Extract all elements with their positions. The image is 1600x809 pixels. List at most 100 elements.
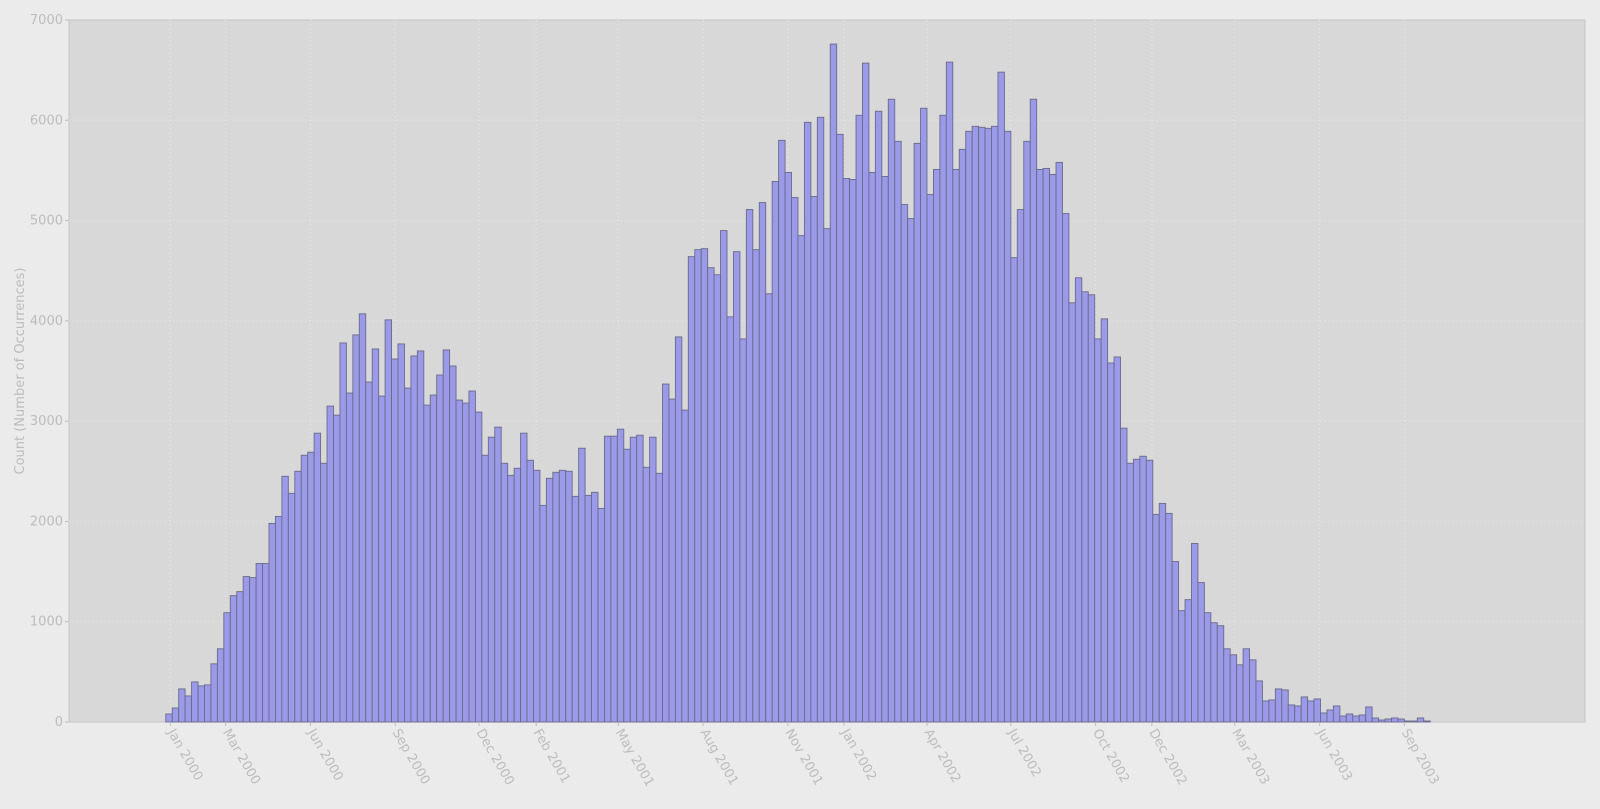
- histogram-bar: [462, 402, 470, 723]
- histogram-bar: [926, 194, 934, 723]
- histogram-bar: [674, 336, 683, 723]
- histogram-bar: [874, 110, 883, 723]
- histogram-bar: [978, 126, 986, 723]
- histogram-bar: [242, 576, 251, 723]
- histogram-bar: [623, 448, 631, 723]
- histogram-bar: [326, 405, 334, 723]
- histogram-bar: [1158, 502, 1167, 723]
- histogram-bar: [423, 404, 431, 723]
- histogram-bar: [1268, 699, 1276, 723]
- histogram-bar: [1223, 648, 1231, 723]
- histogram-bar: [887, 98, 896, 723]
- histogram-bar: [210, 663, 218, 723]
- histogram-bar: [571, 495, 580, 723]
- histogram-bar: [771, 181, 780, 723]
- histogram-bar: [655, 472, 663, 723]
- histogram-bar: [371, 348, 380, 723]
- histogram-bar: [229, 595, 238, 723]
- histogram-bar: [784, 171, 792, 723]
- histogram-bar: [591, 491, 599, 723]
- histogram-bar: [1074, 277, 1083, 723]
- histogram-bar: [1403, 720, 1412, 723]
- histogram-bar: [1171, 561, 1180, 723]
- histogram-bar: [384, 319, 393, 723]
- histogram-bar: [1178, 610, 1186, 723]
- histogram-bar: [1274, 688, 1283, 723]
- histogram-bar: [520, 432, 528, 723]
- histogram-bar: [558, 469, 567, 723]
- histogram-bar: [358, 313, 367, 723]
- histogram-bar: [1029, 98, 1038, 723]
- histogram-bar: [584, 494, 592, 723]
- histogram-bar: [1003, 130, 1012, 723]
- histogram-bar: [616, 428, 625, 723]
- x-tick-label: Mar 2003: [1228, 727, 1272, 788]
- histogram-bar: [313, 432, 322, 723]
- histogram-bar: [997, 71, 1005, 723]
- x-tick-label: Dec 2000: [473, 727, 517, 789]
- histogram-bar: [971, 125, 980, 723]
- histogram-bar: [429, 394, 438, 723]
- histogram-bar: [565, 470, 573, 723]
- histogram-bar: [333, 414, 341, 723]
- histogram-bar: [1339, 715, 1347, 723]
- histogram-bar: [603, 435, 612, 723]
- y-tick-label: 5000: [30, 214, 63, 229]
- histogram-bar: [597, 507, 605, 723]
- histogram-bar: [1062, 213, 1070, 723]
- histogram-bar: [378, 395, 386, 723]
- histogram-bar: [687, 256, 696, 723]
- histogram-bar: [1094, 338, 1102, 723]
- histogram-bar: [765, 293, 773, 723]
- histogram-bar: [836, 133, 844, 723]
- histogram-bar: [526, 459, 534, 723]
- histogram-bar: [365, 381, 373, 723]
- histogram-bar: [1055, 161, 1063, 723]
- histogram-bar: [1332, 705, 1341, 723]
- histogram-bar: [1042, 167, 1051, 723]
- y-tick-label: 7000: [30, 13, 63, 28]
- histogram-bar: [1300, 696, 1309, 723]
- histogram-bar: [1320, 712, 1328, 723]
- histogram-bar: [939, 114, 947, 723]
- histogram-bar: [455, 399, 463, 723]
- histogram-bar: [745, 209, 754, 723]
- histogram-bar: [1165, 512, 1173, 723]
- histogram-bar: [339, 342, 347, 723]
- histogram-bar: [1210, 622, 1218, 723]
- histogram-bar: [1016, 209, 1025, 723]
- histogram-bar: [1294, 705, 1302, 723]
- histogram-bar: [1397, 718, 1405, 723]
- histogram-bar: [1391, 717, 1399, 723]
- histogram-bar: [236, 591, 244, 723]
- histogram-bar: [404, 387, 412, 723]
- histogram-bar: [1229, 654, 1238, 723]
- histogram-bar: [539, 504, 547, 723]
- histogram-bar: [894, 140, 902, 723]
- histogram-bar: [204, 684, 212, 723]
- histogram-bar: [449, 365, 457, 723]
- histogram-bar: [578, 447, 586, 723]
- histogram-bar: [778, 139, 786, 723]
- y-axis-ticks: 0 1000 2000 3000 4000 5000 6000 7000: [30, 13, 69, 730]
- histogram-bar: [507, 474, 515, 723]
- histogram-bar: [1410, 720, 1418, 723]
- histogram-bar: [984, 127, 992, 723]
- histogram-bar: [1100, 318, 1109, 723]
- histogram-bar: [694, 249, 702, 723]
- histogram-bar: [797, 235, 805, 723]
- histogram-bar: [300, 454, 309, 723]
- histogram-bar: [474, 411, 483, 723]
- histogram-bar: [1365, 706, 1373, 723]
- histogram-bar: [791, 197, 799, 723]
- histogram-bar: [1416, 717, 1425, 723]
- histogram-bar: [1068, 302, 1076, 723]
- histogram-bar: [1023, 140, 1031, 723]
- histogram-bar: [307, 451, 315, 723]
- histogram-bar: [249, 577, 257, 723]
- histogram-bar: [1255, 680, 1263, 723]
- histogram-bar: [178, 688, 186, 723]
- histogram-bar: [436, 374, 444, 723]
- histogram-bar: [345, 392, 354, 723]
